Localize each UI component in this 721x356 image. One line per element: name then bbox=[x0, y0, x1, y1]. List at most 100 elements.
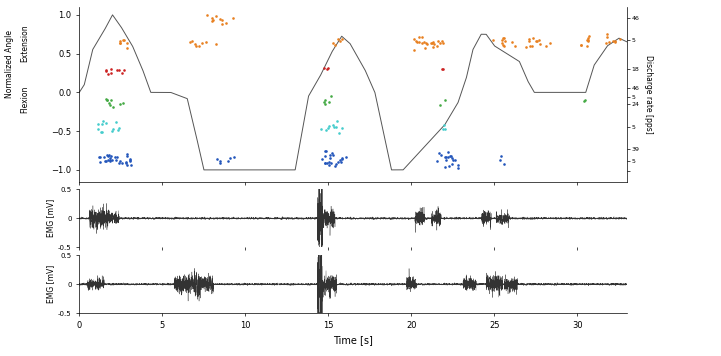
Point bbox=[318, 65, 329, 71]
Point bbox=[434, 102, 446, 108]
Point bbox=[541, 43, 552, 49]
Text: Flexion: Flexion bbox=[21, 86, 30, 113]
Point bbox=[332, 36, 344, 42]
Point bbox=[509, 43, 521, 49]
Point bbox=[333, 130, 345, 136]
Point bbox=[435, 152, 446, 157]
Point bbox=[443, 163, 455, 169]
Point bbox=[575, 42, 587, 48]
Point bbox=[497, 37, 508, 42]
X-axis label: Time [s]: Time [s] bbox=[333, 335, 373, 345]
Point bbox=[196, 40, 208, 46]
Point bbox=[335, 159, 347, 164]
Point bbox=[438, 122, 450, 127]
Point bbox=[223, 158, 234, 164]
Point bbox=[428, 42, 440, 47]
Point bbox=[497, 43, 509, 48]
Point bbox=[207, 18, 218, 24]
Point bbox=[434, 40, 446, 46]
Point bbox=[323, 99, 335, 105]
Point bbox=[422, 41, 433, 46]
Point bbox=[100, 68, 112, 74]
Point bbox=[431, 158, 443, 164]
Point bbox=[124, 158, 136, 163]
Point bbox=[110, 119, 121, 125]
Point bbox=[101, 152, 112, 158]
Point bbox=[607, 38, 619, 44]
Point bbox=[319, 148, 331, 154]
Point bbox=[440, 126, 451, 132]
Point bbox=[324, 162, 335, 168]
Point bbox=[441, 155, 452, 160]
Point bbox=[208, 17, 219, 22]
Point bbox=[320, 127, 332, 133]
Point bbox=[545, 40, 557, 46]
Point bbox=[114, 67, 125, 73]
Point bbox=[446, 156, 458, 161]
Point bbox=[445, 153, 456, 159]
Point bbox=[228, 154, 239, 160]
Text: Normalized Angle: Normalized Angle bbox=[5, 30, 14, 98]
Point bbox=[498, 161, 510, 167]
Point bbox=[98, 154, 110, 160]
Point bbox=[327, 122, 338, 128]
Point bbox=[498, 36, 510, 41]
Point bbox=[495, 157, 506, 163]
Point bbox=[102, 153, 114, 158]
Point bbox=[104, 158, 115, 163]
Point bbox=[105, 98, 117, 103]
Point bbox=[526, 43, 538, 49]
Point bbox=[319, 160, 331, 166]
Point bbox=[412, 39, 423, 45]
Point bbox=[220, 21, 231, 26]
Point bbox=[184, 39, 195, 44]
Point bbox=[583, 37, 594, 43]
Point bbox=[103, 100, 115, 106]
Text: Extension: Extension bbox=[21, 24, 30, 62]
Point bbox=[202, 12, 213, 18]
Point bbox=[497, 35, 509, 41]
Point bbox=[531, 38, 542, 44]
Point bbox=[334, 157, 345, 163]
Point bbox=[216, 17, 228, 23]
Point bbox=[316, 156, 327, 162]
Point bbox=[200, 39, 212, 44]
Point bbox=[101, 97, 112, 103]
Point bbox=[524, 43, 536, 49]
Point bbox=[118, 101, 129, 106]
Point bbox=[439, 164, 451, 169]
Point bbox=[340, 155, 352, 160]
Point bbox=[320, 148, 332, 154]
Point bbox=[452, 165, 464, 171]
Point bbox=[107, 105, 118, 110]
Point bbox=[319, 101, 331, 107]
Point bbox=[114, 41, 125, 46]
Point bbox=[327, 40, 339, 46]
Point bbox=[433, 38, 444, 44]
Point bbox=[113, 125, 125, 131]
Point bbox=[580, 97, 591, 103]
Point bbox=[329, 42, 340, 47]
Point bbox=[113, 161, 125, 166]
Y-axis label: EMG [mV]: EMG [mV] bbox=[46, 199, 56, 237]
Point bbox=[448, 157, 459, 163]
Point bbox=[93, 154, 105, 159]
Point bbox=[431, 43, 443, 49]
Point bbox=[325, 160, 337, 166]
Point bbox=[445, 153, 456, 158]
Point bbox=[190, 41, 201, 47]
Point bbox=[614, 37, 626, 42]
Point bbox=[319, 161, 330, 166]
Point bbox=[319, 98, 331, 103]
Point bbox=[104, 102, 115, 108]
Point bbox=[321, 67, 332, 72]
Point bbox=[427, 39, 438, 45]
Point bbox=[601, 31, 612, 36]
Point bbox=[186, 38, 198, 44]
Point bbox=[120, 159, 132, 165]
Point bbox=[117, 37, 128, 42]
Point bbox=[487, 37, 499, 42]
Point bbox=[110, 157, 122, 163]
Point bbox=[408, 47, 420, 53]
Point bbox=[534, 37, 545, 42]
